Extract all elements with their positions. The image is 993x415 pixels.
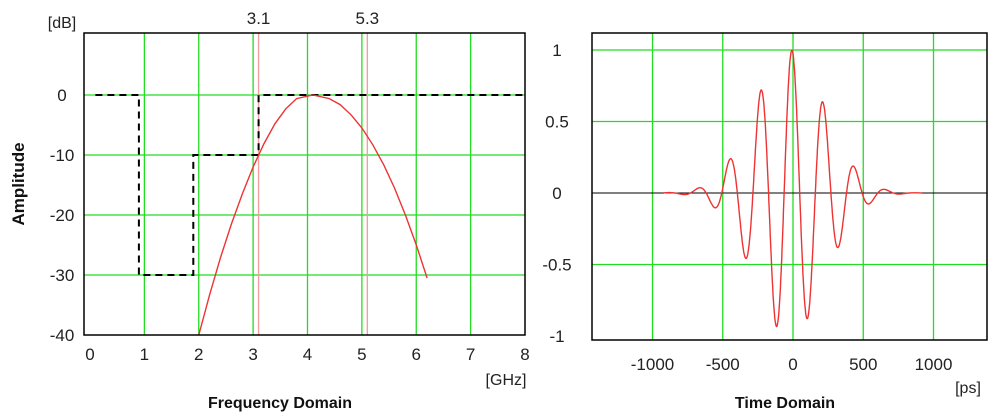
frequency-y-tick-label: -40 — [50, 326, 75, 345]
frequency-y-tick-label: -30 — [50, 266, 75, 285]
frequency-plot-background — [84, 33, 525, 335]
frequency-x-tick-label: 7 — [466, 345, 475, 364]
time-y-tick-label: -1 — [549, 327, 564, 346]
time-y-tick-labels: 1 0.5 0 -0.5 -1 — [542, 41, 571, 346]
time-x-tick-label: -500 — [706, 355, 740, 374]
emission-mask-line — [95, 94, 525, 276]
frequency-x-axis-label: Frequency Domain — [208, 395, 352, 412]
frequency-x-tick-label: 1 — [140, 345, 149, 364]
frequency-y-tick-label: -20 — [50, 206, 75, 225]
frequency-x-unit: [GHz] — [486, 372, 527, 389]
frequency-x-tick-label: 8 — [520, 345, 529, 364]
spectrum-curve — [198, 94, 428, 336]
time-x-tick-label: 0 — [788, 355, 797, 374]
frequency-x-tick-label: 0 — [85, 345, 94, 364]
time-x-tick-label: 500 — [849, 355, 877, 374]
frequency-x-tick-label: 5 — [357, 345, 366, 364]
frequency-x-tick-labels: 0 1 2 3 4 5 6 7 8 — [85, 345, 529, 364]
frequency-y-tick-labels: 0 -10 -20 -30 -40 — [50, 86, 75, 345]
frequency-y-tick-label: -10 — [50, 146, 75, 165]
frequency-marker-labels: 3.1 5.3 — [247, 9, 379, 28]
time-y-tick-label: 0.5 — [545, 113, 569, 132]
frequency-plot-frame — [83, 32, 526, 336]
time-y-tick-label: -0.5 — [542, 256, 571, 275]
frequency-x-tick-label: 2 — [194, 345, 203, 364]
time-x-tick-label: -1000 — [631, 355, 674, 374]
frequency-domain-chart: 0 1 2 3 4 5 6 7 8 0 -10 -20 -30 -40 3.1 5.3 [dB] [GHz… — [9, 9, 530, 412]
pulse-waveform — [663, 49, 923, 328]
time-x-unit: [ps] — [955, 380, 981, 397]
frequency-x-tick-label: 3 — [248, 345, 257, 364]
time-y-tick-label: 0 — [552, 184, 561, 203]
frequency-marker-label: 5.3 — [355, 9, 379, 28]
frequency-y-tick-label: 0 — [57, 86, 66, 105]
frequency-y-unit: [dB] — [48, 15, 76, 32]
time-plot-background — [592, 33, 987, 340]
time-x-axis-label: Time Domain — [735, 395, 835, 412]
time-plot-frame — [591, 32, 988, 341]
frequency-x-tick-label: 4 — [303, 345, 312, 364]
time-y-tick-label: 1 — [552, 41, 561, 60]
time-series — [663, 49, 923, 328]
frequency-y-axis-label: Amplitude — [9, 142, 28, 225]
frequency-series — [95, 94, 525, 336]
frequency-marker-label: 3.1 — [247, 9, 271, 28]
time-domain-chart: -1000 -500 0 500 1000 1 0.5 0 -0.5 -1 [ps] Time … — [542, 32, 988, 412]
frequency-x-tick-label: 6 — [412, 345, 421, 364]
time-x-tick-labels: -1000 -500 0 500 1000 — [631, 355, 953, 374]
time-x-tick-label: 1000 — [915, 355, 953, 374]
frequency-markers — [257, 33, 369, 335]
